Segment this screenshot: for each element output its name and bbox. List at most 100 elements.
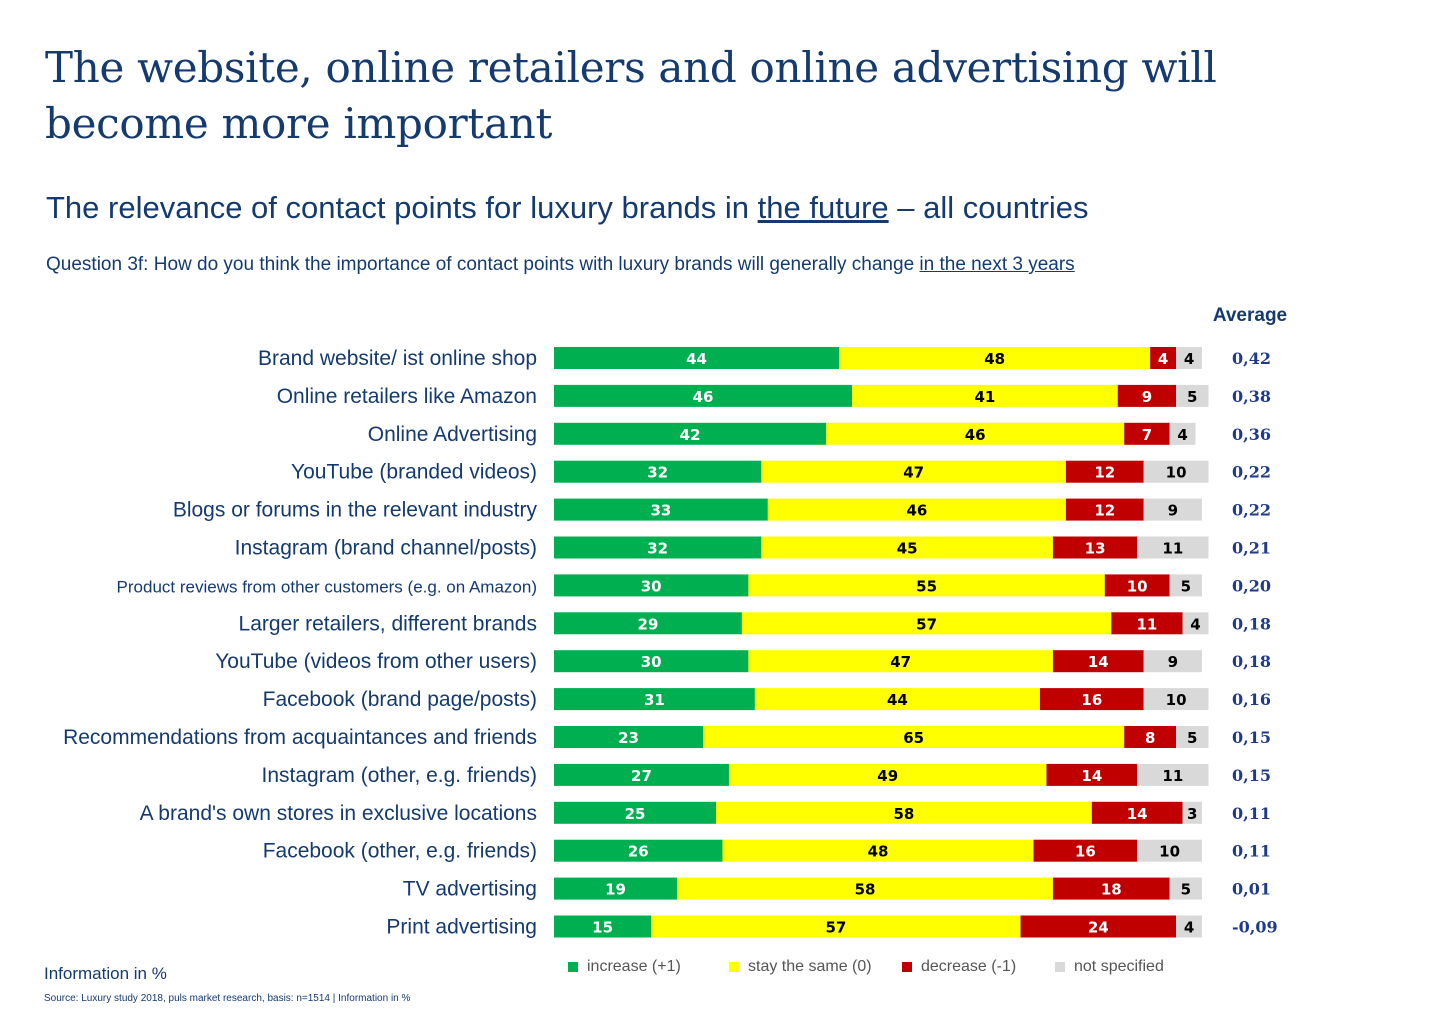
bar-segment-increase — [554, 877, 678, 900]
bar-segment-not-specified — [1169, 877, 1202, 900]
bar-segment-decrease — [1052, 650, 1144, 673]
data-label-same: 45 — [897, 540, 918, 558]
bar-segment-same — [703, 726, 1125, 748]
legend-item-same: stay the same (0) — [729, 958, 872, 976]
legend-label-increase: increase (+1) — [587, 958, 681, 975]
bar-segment-not-specified — [1176, 384, 1209, 407]
average-value: 0,42 — [1232, 349, 1271, 368]
bar-segment-same — [728, 763, 1047, 786]
bar-segment-increase — [554, 688, 755, 711]
bar-segment-decrease — [1033, 839, 1138, 862]
data-label-not-specified: 4 — [1184, 919, 1194, 937]
category-label: Product reviews from other customers (e.… — [117, 577, 537, 596]
bar-segment-increase — [554, 384, 853, 407]
bar-segment-decrease — [1065, 498, 1144, 521]
bar-segment-not-specified — [1169, 422, 1196, 445]
bar-segment-same — [748, 650, 1053, 673]
bar-segment-decrease — [1124, 726, 1177, 748]
average-value: 0,20 — [1232, 576, 1271, 595]
legend-item-increase: increase (+1) — [568, 958, 681, 976]
bar-segment-decrease — [1020, 915, 1177, 938]
category-label: YouTube (videos from other users) — [215, 650, 537, 673]
data-label-not-specified: 5 — [1187, 388, 1197, 406]
data-label-decrease: 18 — [1101, 881, 1122, 899]
subtitle-underlined: the future — [757, 190, 889, 225]
data-label-decrease: 14 — [1088, 653, 1109, 671]
bar-segment-increase — [554, 763, 729, 786]
data-label-decrease: 14 — [1081, 767, 1102, 785]
question-text: Question 3f: How do you think the import… — [46, 254, 1075, 276]
bar-segment-decrease — [1111, 612, 1183, 635]
average-value: 0,15 — [1232, 766, 1271, 785]
legend-item-decrease: decrease (-1) — [902, 958, 1016, 976]
data-label-same: 46 — [965, 426, 986, 444]
data-label-increase: 23 — [618, 729, 639, 747]
bar-segment-not-specified — [1143, 460, 1209, 483]
data-label-decrease: 12 — [1094, 502, 1115, 520]
bar-segment-decrease — [1040, 688, 1144, 711]
bar-segment-not-specified — [1137, 763, 1209, 786]
category-label: Recommendations from acquaintances and f… — [63, 726, 537, 749]
chart-subtitle: The relevance of contact points for luxu… — [46, 190, 1089, 226]
bar-segment-increase — [554, 422, 827, 445]
data-label-increase: 26 — [628, 843, 649, 861]
bar-segment-same — [767, 498, 1066, 521]
average-value: -0,09 — [1232, 918, 1278, 937]
bar-segment-decrease — [1052, 877, 1170, 900]
bar-segment-decrease — [1117, 384, 1177, 407]
data-label-not-specified: 4 — [1190, 615, 1200, 633]
bar-segment-same — [748, 574, 1105, 597]
data-label-same: 48 — [868, 843, 889, 861]
data-label-not-specified: 5 — [1181, 577, 1191, 595]
bar-segment-decrease — [1052, 536, 1138, 559]
data-label-increase: 32 — [647, 540, 668, 558]
average-value: 0,11 — [1232, 804, 1271, 823]
data-label-increase: 46 — [693, 388, 714, 406]
question-underlined: in the next 3 years — [919, 254, 1075, 275]
data-label-not-specified: 11 — [1162, 540, 1183, 558]
data-label-not-specified: 9 — [1168, 502, 1178, 520]
bar-segment-not-specified — [1137, 536, 1209, 559]
bar-segment-decrease — [1065, 460, 1144, 483]
bar-segment-same — [716, 801, 1092, 824]
category-label: Online retailers like Amazon — [277, 385, 537, 408]
average-value: 0,16 — [1232, 690, 1271, 709]
bar-segment-same — [722, 839, 1034, 862]
bar-segment-same — [651, 915, 1021, 938]
bar-segment-same — [761, 460, 1066, 483]
data-label-same: 58 — [855, 881, 876, 899]
average-value: 0,38 — [1232, 387, 1271, 406]
data-label-increase: 30 — [641, 577, 662, 595]
bar-segment-decrease — [1104, 574, 1170, 597]
category-label: Online Advertising — [368, 423, 537, 446]
data-label-increase: 15 — [592, 919, 613, 937]
bar-segment-not-specified — [1143, 688, 1209, 711]
data-label-same: 46 — [906, 502, 927, 520]
bar-segment-increase — [554, 536, 762, 559]
legend-swatch-not-specified — [1055, 962, 1065, 972]
legend-swatch-same — [729, 962, 739, 972]
bar-segment-increase — [554, 460, 762, 483]
page-title: The website, online retailers and online… — [45, 43, 1217, 148]
category-label: Larger retailers, different brands — [239, 612, 537, 635]
bar-segment-not-specified — [1143, 650, 1202, 673]
bar-segment-same — [826, 422, 1125, 445]
data-label-decrease: 13 — [1085, 540, 1106, 558]
data-label-decrease: 24 — [1088, 919, 1109, 937]
data-label-decrease: 16 — [1081, 691, 1102, 709]
bar-segment-increase — [554, 574, 749, 597]
average-value: 0,18 — [1232, 652, 1271, 671]
category-label: Blogs or forums in the relevant industry — [173, 499, 538, 522]
legend-swatch-decrease — [902, 962, 912, 972]
bar-segment-increase — [554, 612, 742, 635]
data-label-not-specified: 10 — [1159, 843, 1180, 861]
legend-label-decrease: decrease (-1) — [921, 958, 1017, 975]
data-label-same: 41 — [974, 388, 995, 406]
data-label-not-specified: 9 — [1168, 653, 1178, 671]
average-value: 0,22 — [1232, 463, 1271, 482]
data-label-same: 49 — [877, 767, 898, 785]
category-label: YouTube (branded videos) — [291, 461, 537, 484]
legend-swatch-increase — [568, 962, 578, 972]
category-label: Print advertising — [386, 916, 537, 939]
